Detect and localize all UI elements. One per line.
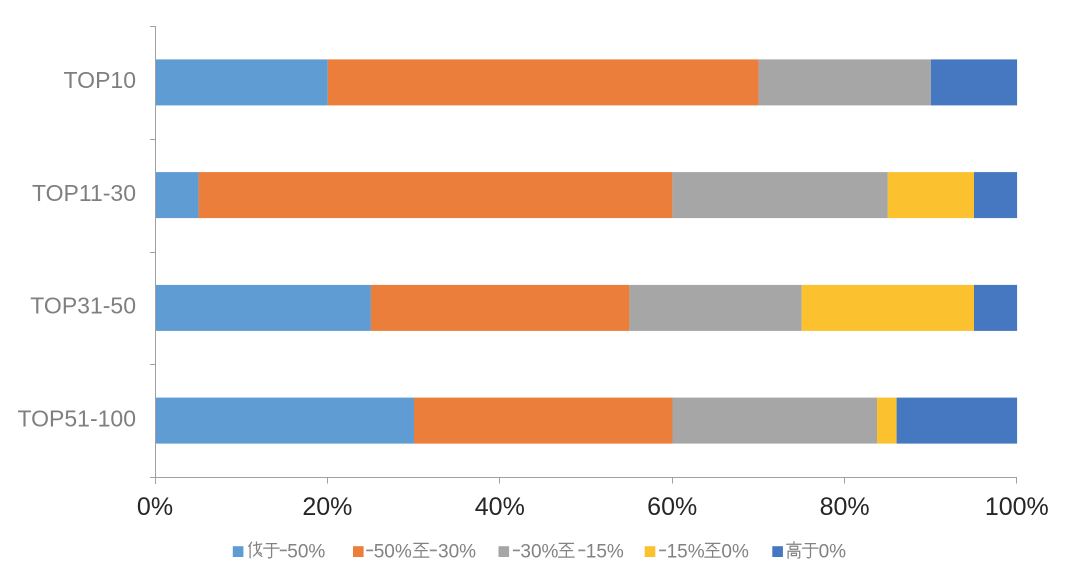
svg-text:TOP51-100: TOP51-100 (18, 406, 136, 432)
svg-text:TOP31-50: TOP31-50 (30, 293, 136, 319)
svg-text:15%: 15% (667, 542, 705, 563)
svg-text:TOP10: TOP10 (64, 67, 136, 93)
svg-text:TOP11-30: TOP11-30 (32, 180, 136, 206)
svg-text:80%: 80% (820, 493, 870, 521)
svg-text:0%: 0% (137, 493, 173, 521)
svg-text:100%: 100% (985, 493, 1049, 521)
svg-text:50%: 50% (287, 542, 325, 563)
svg-text:60%: 60% (647, 493, 697, 521)
svg-text:40%: 40% (475, 493, 525, 521)
svg-text:15%: 15% (586, 542, 624, 563)
svg-text:30%: 30% (520, 542, 558, 563)
svg-text:30%: 30% (438, 542, 476, 563)
svg-text:50%: 50% (374, 542, 412, 563)
svg-text:0%: 0% (819, 542, 847, 563)
svg-text:0%: 0% (721, 542, 749, 563)
svg-text:20%: 20% (302, 493, 352, 521)
